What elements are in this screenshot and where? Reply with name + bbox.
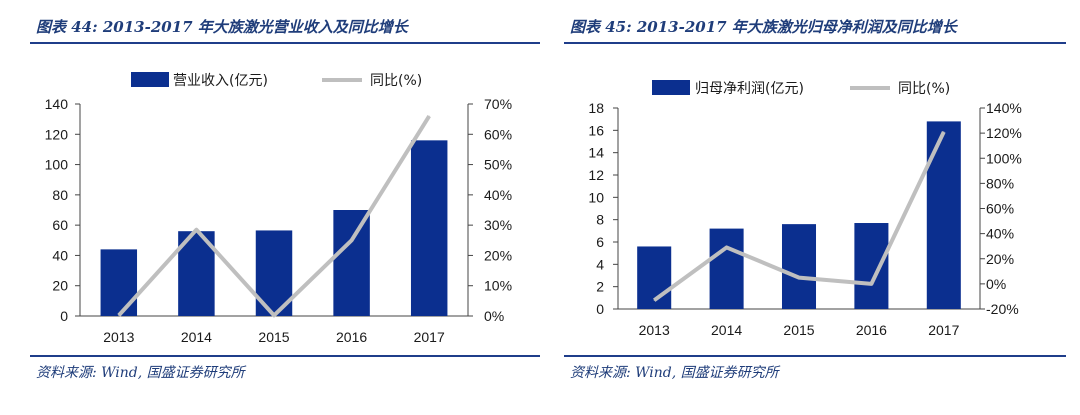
yoy-point-2014 <box>195 229 197 231</box>
right-tick-label: 10% <box>484 278 512 294</box>
yoy-point-2017 <box>428 115 430 117</box>
left-tick-label: 18 <box>588 100 604 116</box>
yoy-point-2014 <box>726 246 728 248</box>
left-tick-label: 0 <box>60 308 68 324</box>
right-tick-label: 50% <box>484 157 512 173</box>
left-tick-label: 80 <box>52 187 68 203</box>
bar-2017 <box>926 121 961 310</box>
left-tick-label: 120 <box>45 126 69 142</box>
right-tick-label: 20% <box>986 251 1014 267</box>
left-tick-label: 60 <box>52 217 68 233</box>
source-note: 资料来源: Wind, 国盛证券研究所 <box>36 365 245 381</box>
x-tick-label: 2013 <box>639 322 670 338</box>
legend-label-bar: 归母净利润(亿元) <box>695 80 804 97</box>
legend-label-bar: 营业收入(亿元) <box>173 73 268 89</box>
x-tick-label: 2014 <box>181 329 212 345</box>
left-tick-label: 2 <box>596 279 604 295</box>
right-tick-label: 70% <box>484 96 512 112</box>
right-tick-label: 80% <box>986 175 1014 191</box>
right-tick-label: 0% <box>986 276 1006 292</box>
source-note: 资料来源: Wind, 国盛证券研究所 <box>570 365 779 381</box>
source-rule <box>30 355 540 357</box>
left-tick-label: 4 <box>596 256 604 272</box>
chart-title: 图表 44: 2013-2017 年大族激光营业收入及同比增长 <box>36 18 408 36</box>
right-tick-label: -20% <box>986 301 1019 317</box>
legend-label-line: 同比(%) <box>898 81 950 97</box>
x-tick-label: 2017 <box>928 322 959 338</box>
bar-2016 <box>333 210 370 316</box>
x-tick-label: 2015 <box>783 322 814 338</box>
left-tick-label: 6 <box>596 234 604 250</box>
right-tick-label: 40% <box>484 187 512 203</box>
x-tick-label: 2017 <box>414 329 445 345</box>
yoy-point-2016 <box>351 239 353 241</box>
yoy-point-2013 <box>118 314 120 316</box>
yoy-point-2017 <box>943 131 945 133</box>
bar-2015 <box>781 224 817 309</box>
yoy-point-2015 <box>273 314 275 316</box>
bar-2017 <box>410 140 448 316</box>
left-tick-label: 20 <box>52 278 68 294</box>
right-tick-label: 40% <box>986 226 1014 242</box>
yoy-point-2015 <box>798 277 800 279</box>
right-tick-label: 20% <box>484 247 512 263</box>
right-tick-label: 60% <box>484 126 512 142</box>
x-tick-label: 2014 <box>711 322 742 338</box>
bar-2013 <box>100 249 138 316</box>
left-tick-label: 12 <box>588 167 604 183</box>
chart-title: 图表 45: 2013-2017 年大族激光归母净利润及同比增长 <box>570 18 957 36</box>
right-tick-label: 140% <box>986 100 1022 116</box>
right-tick-label: 30% <box>484 217 512 233</box>
title-rule <box>564 42 1066 44</box>
right-tick-label: 0% <box>484 308 504 324</box>
left-tick-label: 100 <box>45 157 69 173</box>
left-tick-label: 14 <box>588 145 604 161</box>
left-tick-label: 40 <box>52 247 68 263</box>
bar-2014 <box>709 228 744 309</box>
right-tick-label: 100% <box>986 150 1022 166</box>
legend-swatch-bar <box>652 80 690 95</box>
right-tick-label: 120% <box>986 125 1022 141</box>
left-tick-label: 140 <box>45 96 69 112</box>
x-tick-label: 2015 <box>258 329 289 345</box>
x-tick-label: 2013 <box>103 329 134 345</box>
left-tick-label: 16 <box>588 122 604 138</box>
revenue-chart: 0 20 40 60 80 100 120 140 0% 10% 20% 30% 40% 50% 60% 70… <box>45 72 512 345</box>
net-profit-chart: 0 2 4 6 8 10 12 14 16 18 -20% 0% 20% 40% 60% 80% 100% 120… <box>588 80 1022 338</box>
bar-2016 <box>854 223 889 309</box>
left-tick-label: 8 <box>596 212 604 228</box>
left-tick-label: 10 <box>588 189 604 205</box>
right-tick-label: 60% <box>986 201 1014 217</box>
title-rule <box>30 42 540 44</box>
legend-label-line: 同比(%) <box>370 73 422 89</box>
left-tick-label: 0 <box>596 301 604 317</box>
source-rule <box>564 355 1066 357</box>
x-tick-label: 2016 <box>856 322 887 338</box>
yoy-point-2013 <box>653 299 655 301</box>
x-tick-label: 2016 <box>336 329 367 345</box>
legend-swatch-bar <box>131 72 169 87</box>
yoy-point-2016 <box>870 283 872 285</box>
